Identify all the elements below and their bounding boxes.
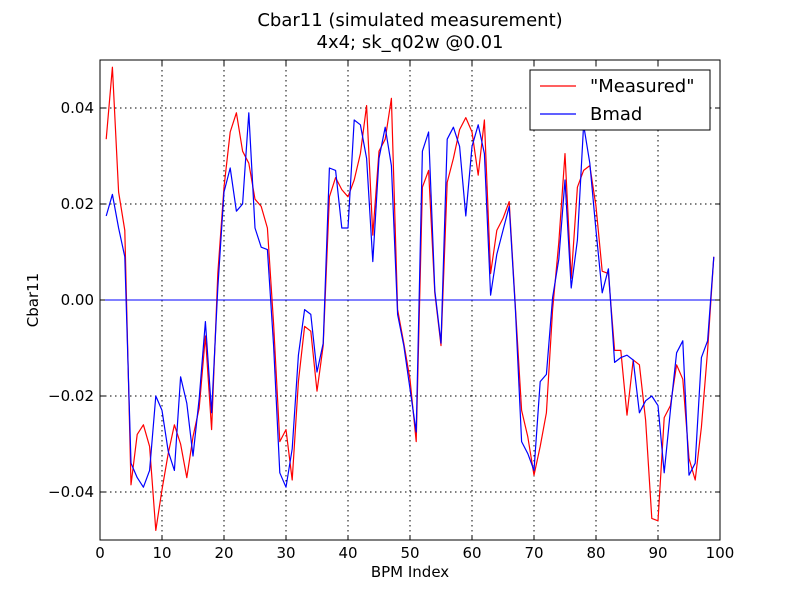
x-tick-label: 60 bbox=[462, 544, 481, 562]
x-tick-label: 90 bbox=[648, 544, 667, 562]
x-axis-label: BPM Index bbox=[371, 563, 449, 581]
y-tick-label: −0.02 bbox=[48, 387, 94, 405]
legend: "Measured" Bmad bbox=[529, 69, 711, 131]
x-tick-label: 30 bbox=[276, 544, 295, 562]
x-tick-label: 100 bbox=[706, 544, 735, 562]
y-tick-label: 0.00 bbox=[61, 291, 94, 309]
y-tick-label: −0.04 bbox=[48, 483, 94, 501]
x-tick-label: 70 bbox=[524, 544, 543, 562]
chart-title: Cbar11 (simulated measurement) bbox=[257, 10, 562, 31]
legend-label: Bmad bbox=[590, 104, 642, 125]
x-tick-label: 0 bbox=[95, 544, 105, 562]
x-tick-label: 40 bbox=[338, 544, 357, 562]
chart-subtitle: 4x4; sk_q02w @0.01 bbox=[317, 32, 504, 53]
axis-ticks bbox=[99, 60, 721, 540]
x-tick-label: 50 bbox=[400, 544, 419, 562]
y-axis-label: Cbar11 bbox=[24, 273, 42, 327]
legend-box bbox=[529, 69, 711, 131]
x-tick-label: 10 bbox=[152, 544, 171, 562]
x-tick-labels: 0 10 20 30 40 50 60 70 80 90 100 bbox=[95, 544, 734, 562]
y-tick-labels: −0.04 −0.02 0.00 0.02 0.04 bbox=[48, 99, 94, 501]
y-tick-label: 0.04 bbox=[61, 99, 94, 117]
series-line-bmad bbox=[105, 112, 715, 488]
y-tick-label: 0.02 bbox=[61, 195, 94, 213]
legend-label: "Measured" bbox=[590, 76, 694, 97]
x-tick-label: 80 bbox=[586, 544, 605, 562]
series-lines bbox=[105, 66, 715, 532]
x-tick-label: 20 bbox=[214, 544, 233, 562]
